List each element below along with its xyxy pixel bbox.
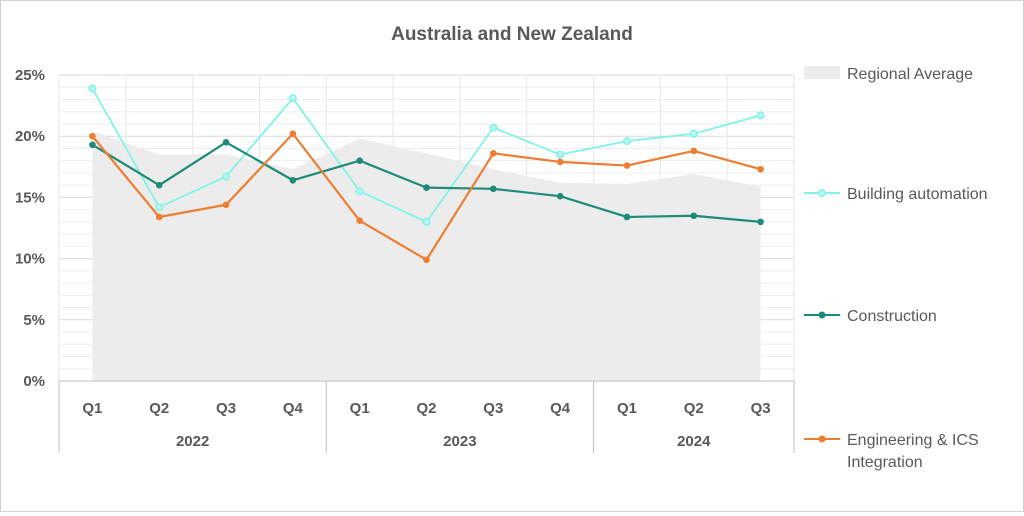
building-automation-point (355, 187, 364, 196)
chart-title: Australia and New Zealand (391, 24, 633, 45)
y-tick-label: 5% (23, 312, 45, 329)
engineering-ics-integration-point (757, 165, 764, 173)
x-tick-label: Q3 (483, 400, 503, 417)
engineering-ics-integration-point (690, 147, 698, 155)
y-axis: 0% 5% 10% 15% 20% 25% (15, 67, 45, 390)
regional-average-area (92, 131, 761, 381)
construction-point (757, 218, 764, 226)
construction-point (222, 139, 230, 146)
legend: Regional Average Building automation Const… (804, 66, 988, 471)
construction-point (356, 157, 363, 164)
y-tick-label: 25% (15, 67, 45, 84)
construction-point (289, 176, 297, 184)
engineering-ics-integration-point (423, 256, 430, 264)
construction-point (490, 185, 497, 193)
x-group-label: 2023 (443, 433, 476, 450)
y-tick-label: 15% (15, 189, 45, 206)
building-automation-point (689, 129, 698, 138)
building-automation-point (556, 150, 565, 159)
building-automation-point (756, 111, 765, 120)
construction-point (155, 181, 163, 189)
x-tick-label: Q4 (283, 400, 304, 417)
engineering-ics-integration-point (155, 213, 163, 221)
x-tick-label: Q4 (550, 400, 571, 417)
building-automation-point (155, 203, 164, 212)
area-regional-average (92, 131, 761, 381)
legend-marker (818, 435, 826, 443)
engineering-ics-integration-point (222, 201, 230, 209)
x-tick-label: Q1 (82, 400, 102, 417)
legend-item-construction: Construction (804, 308, 937, 325)
legend-marker (818, 189, 826, 197)
x-tick-label: Q1 (350, 400, 370, 417)
engineering-ics-integration-point (89, 132, 96, 140)
series-engineering-ics-integration (89, 130, 764, 264)
legend-label: Regional Average (847, 66, 973, 83)
legend-label: Construction (847, 308, 937, 325)
x-tick-label: Q2 (684, 400, 704, 417)
construction-point (623, 213, 631, 221)
legend-item-building-automation: Building automation (804, 186, 988, 203)
construction-point (423, 184, 430, 191)
construction-point (89, 141, 96, 149)
series-building-automation (88, 84, 765, 226)
building-automation-point (422, 217, 431, 226)
x-group-label: 2022 (176, 433, 209, 450)
engineering-ics-integration-point (356, 217, 363, 224)
y-tick-label: 0% (23, 373, 45, 390)
x-tick-label: Q2 (149, 400, 169, 417)
x-tick-label: Q2 (416, 400, 436, 417)
x-group-label: 2024 (677, 433, 711, 450)
construction-point (556, 192, 564, 200)
x-tick-label: Q1 (617, 400, 637, 417)
y-tick-label: 20% (15, 128, 45, 145)
legend-item-engineering-ics-integration: Engineering & ICS Integration (804, 432, 979, 471)
legend-marker (818, 311, 826, 319)
building-automation-point (489, 123, 498, 132)
building-automation-point (622, 137, 631, 146)
x-tick-label: Q3 (216, 400, 236, 417)
construction-point (690, 212, 698, 220)
y-tick-label: 10% (15, 251, 45, 268)
legend-label: Engineering & ICS Integration (847, 432, 979, 471)
series-lines (88, 84, 765, 264)
legend-label: Building automation (847, 186, 988, 203)
engineering-ics-integration-point (289, 130, 297, 138)
series-construction (89, 139, 764, 226)
building-automation-point (222, 172, 231, 181)
engineering-ics-integration-point (623, 162, 631, 169)
engineering-ics-integration-point (490, 150, 497, 157)
x-axis: Q1 Q2 Q3 Q4 Q1 Q2 Q3 Q4 Q1 Q2 Q3 2022 2023 2024 (58, 380, 795, 453)
engineering-ics-integration-point (556, 158, 564, 166)
building-automation-point (88, 84, 97, 93)
legend-swatch (804, 66, 840, 79)
legend-item-regional-average: Regional Average (804, 66, 973, 83)
x-tick-label: Q3 (751, 400, 771, 417)
building-automation-point (288, 94, 297, 103)
